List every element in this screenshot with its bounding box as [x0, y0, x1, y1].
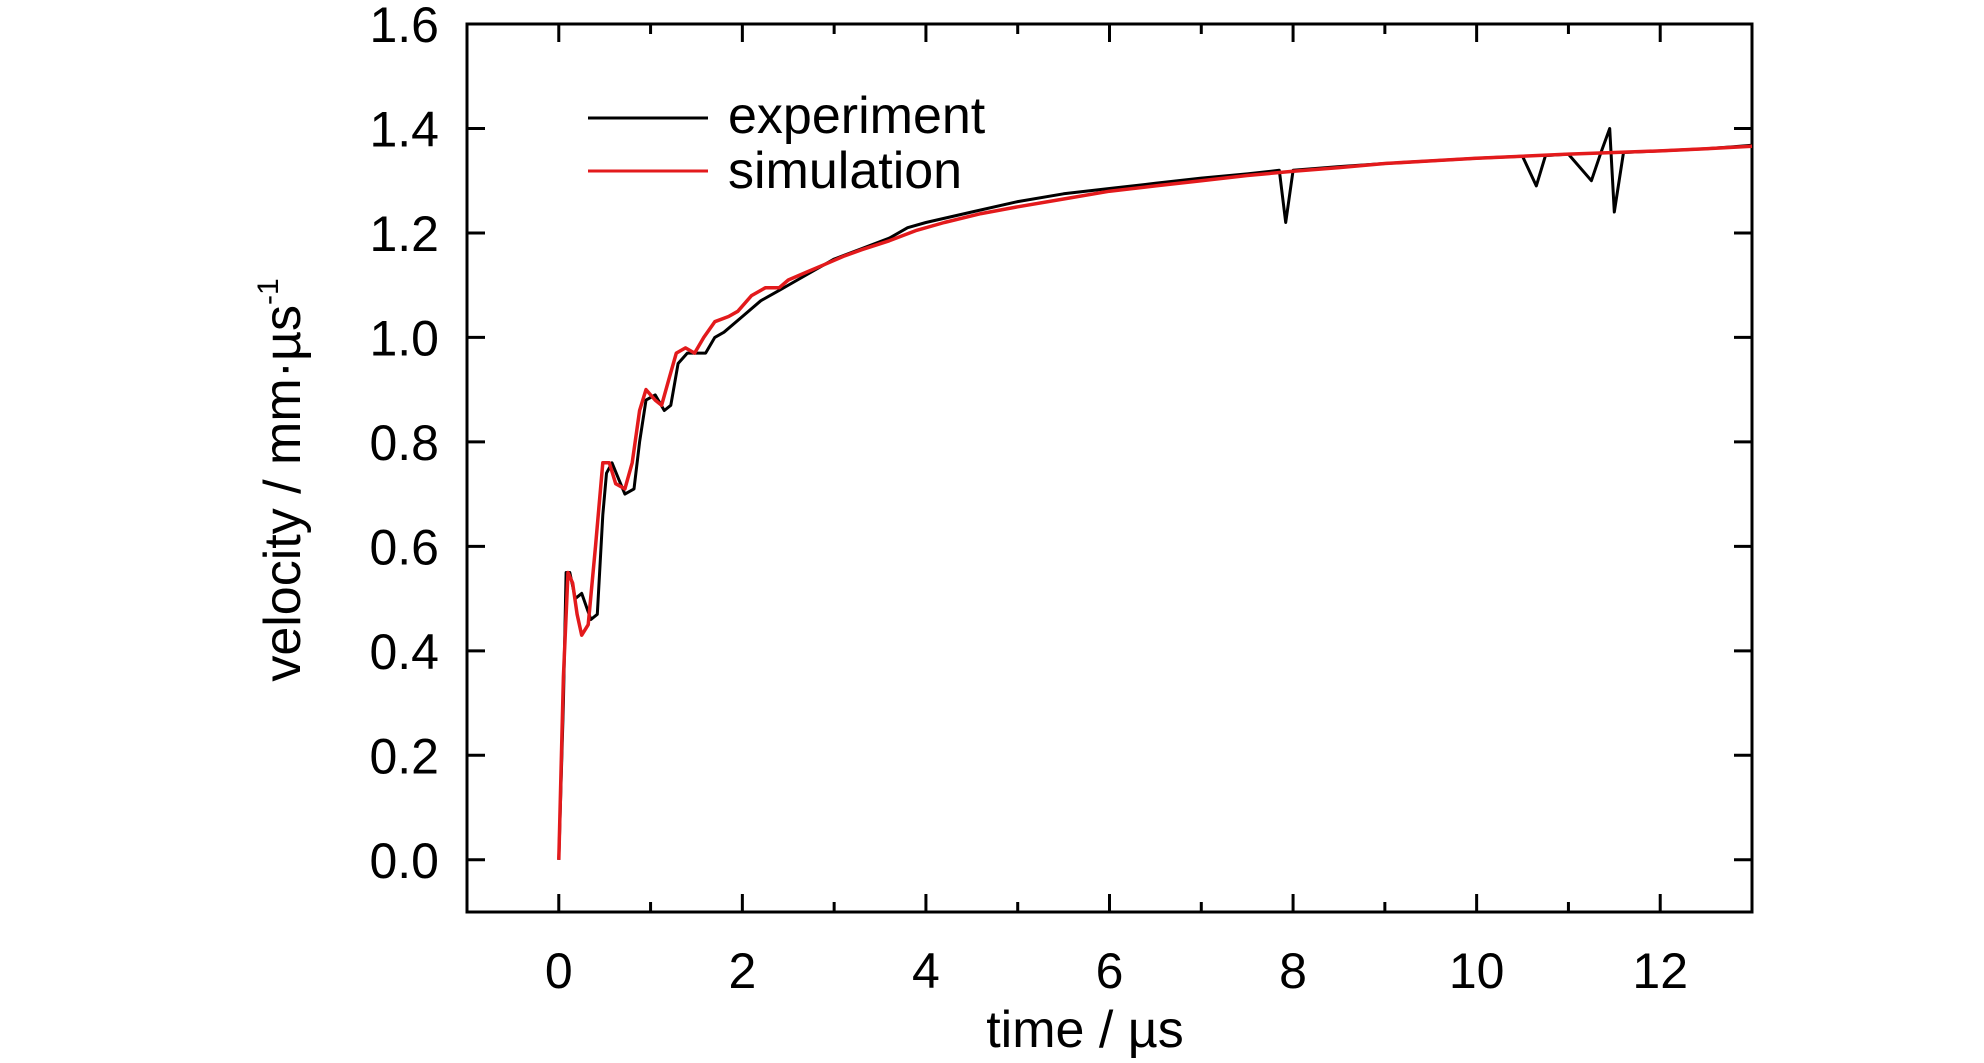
x-axis-title: time / µs: [986, 1001, 1184, 1059]
y-tick-label: 0.0: [369, 833, 439, 889]
x-tick-label: 0: [545, 943, 573, 999]
legend: experiment simulation: [588, 87, 986, 200]
x-tick-label: 2: [728, 943, 756, 999]
series-layer: [557, 127, 1753, 860]
legend-label-simulation: simulation: [728, 142, 962, 200]
y-tick-label: 1.4: [369, 101, 439, 157]
x-tick-label: 6: [1096, 943, 1124, 999]
y-tick-label: 0.8: [369, 415, 439, 471]
series-line-experiment: [557, 127, 1753, 860]
y-tick-label: 1.2: [369, 206, 439, 262]
y-tick-label: 1.6: [369, 0, 439, 53]
plot-frame: [465, 22, 1754, 914]
y-tick-label: 0.6: [369, 519, 439, 575]
y-tick-label: 1.0: [369, 310, 439, 366]
x-tick-label: 8: [1279, 943, 1307, 999]
series-line-simulation: [557, 144, 1753, 860]
legend-label-experiment: experiment: [728, 87, 986, 145]
y-axis-title-main: velocity / mm·µs: [254, 305, 312, 682]
y-axis-title: velocity / mm·µs-1: [252, 278, 312, 681]
y-tick-label: 0.4: [369, 624, 439, 680]
axes-layer: 0 2 4 6 8 10 12 0.0 0.2 0.4 0.6 0.8 1.0 1.2 1.4 1.6: [369, 0, 1754, 999]
y-axis-title-superscript: -1: [252, 278, 285, 305]
x-tick-label: 4: [912, 943, 940, 999]
x-tick-label: 10: [1449, 943, 1505, 999]
y-tick-label: 0.2: [369, 728, 439, 784]
x-tick-label: 12: [1632, 943, 1688, 999]
